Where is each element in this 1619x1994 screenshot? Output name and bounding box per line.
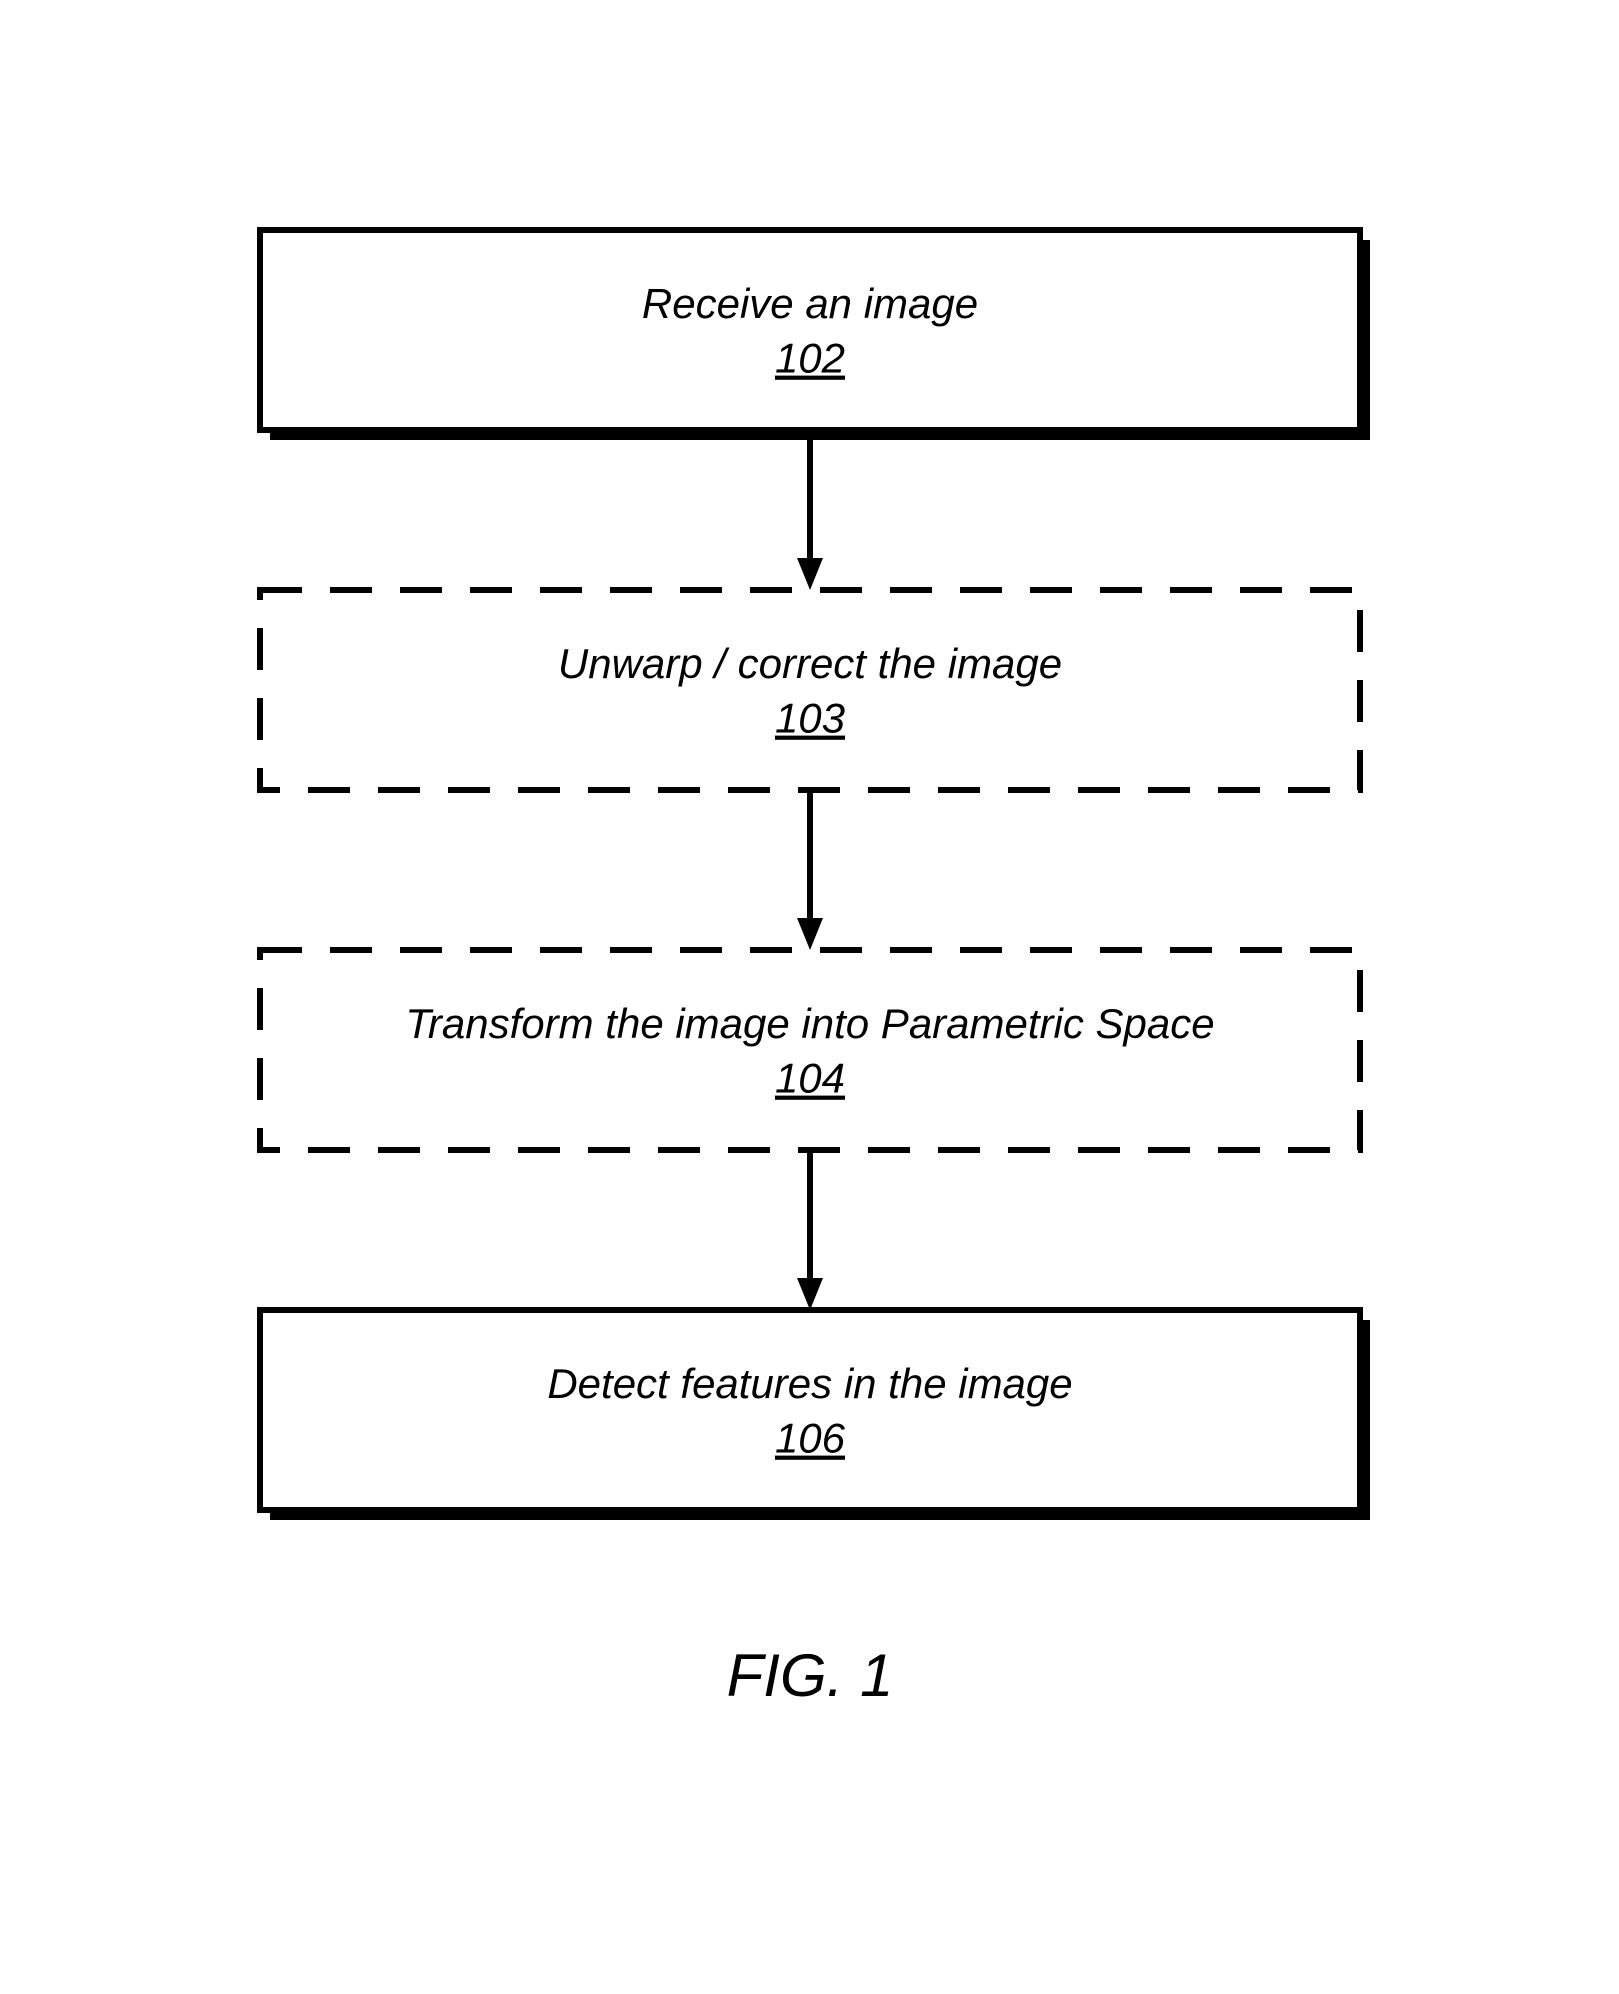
figure-caption: FIG. 1 xyxy=(727,1642,894,1709)
flow-node-106: Detect features in the image 106 xyxy=(260,1310,1370,1520)
node-label: Transform the image into Parametric Spac… xyxy=(405,1000,1214,1047)
flow-node-104: Transform the image into Parametric Spac… xyxy=(260,950,1360,1150)
node-ref: 104 xyxy=(775,1055,845,1102)
flow-arrow xyxy=(797,440,823,590)
flow-arrow xyxy=(797,790,823,950)
node-label: Detect features in the image xyxy=(547,1360,1072,1407)
flow-node-102: Receive an image 102 xyxy=(260,230,1370,440)
flow-arrow xyxy=(797,1150,823,1310)
node-label: Unwarp / correct the image xyxy=(558,640,1062,687)
node-ref: 102 xyxy=(775,335,845,382)
node-label: Receive an image xyxy=(642,280,978,327)
node-ref: 103 xyxy=(775,695,845,742)
flow-node-103: Unwarp / correct the image 103 xyxy=(260,590,1360,790)
node-ref: 106 xyxy=(775,1415,846,1462)
